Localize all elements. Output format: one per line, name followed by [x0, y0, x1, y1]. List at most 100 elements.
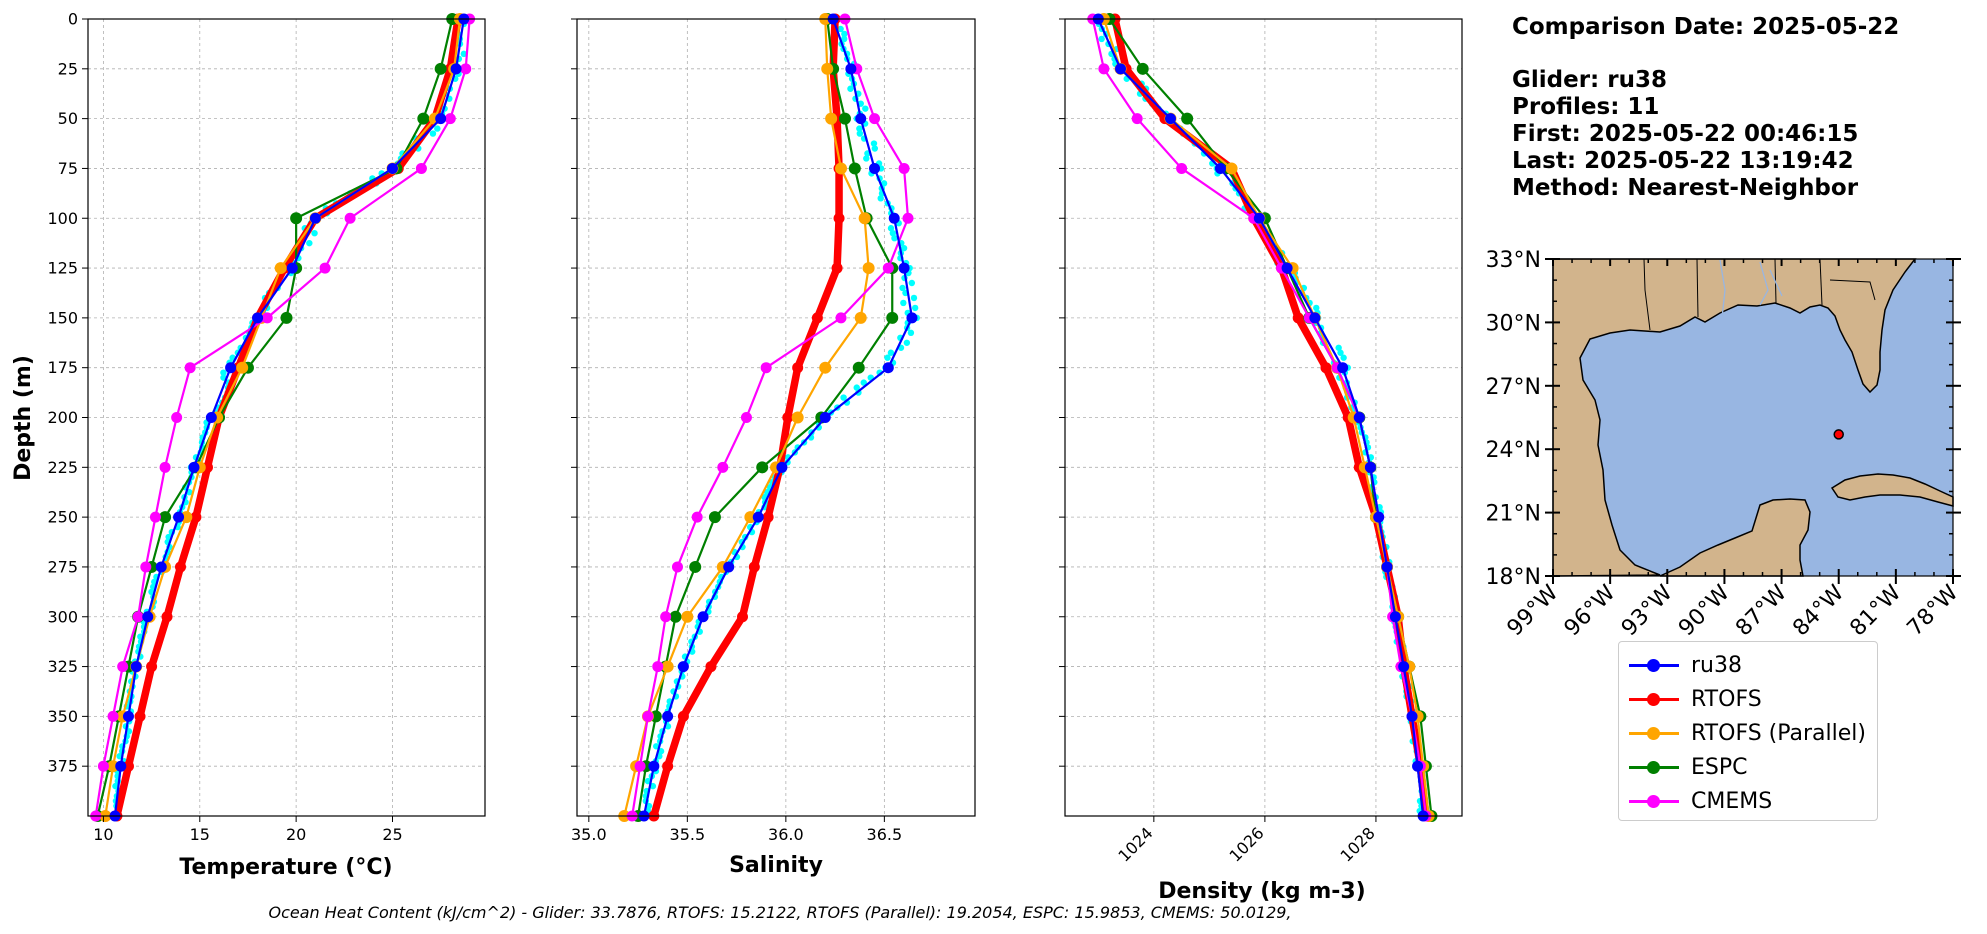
density-glider-point-4 — [1098, 35, 1105, 43]
map-lat-label-2: 27°N — [1486, 375, 1541, 400]
temperature-x-tick-label-1: 15 — [190, 825, 210, 844]
temperature-point-cmems-7 — [184, 362, 196, 374]
density-point-ru38-3 — [1214, 162, 1226, 174]
temperature-label-text: Temperature (°C) — [179, 855, 392, 880]
salinity-panel: 35.0 35.5 36.0 36.5 Salinity — [571, 13, 976, 878]
depth-axis-label: Depth (m) — [11, 355, 36, 481]
last-profile-time: Last: 2025-05-22 13:19:42 — [1512, 148, 1854, 174]
map-lat-label-0: 33°N — [1486, 248, 1541, 273]
map-rivers — [1719, 259, 1783, 319]
temperature-point-espc-10 — [159, 511, 172, 524]
salinity-point-cmems-6 — [835, 312, 847, 324]
legend-swatch-rtofs-parallel — [1629, 716, 1679, 750]
density-point-rtofs-parallel-3 — [1225, 162, 1238, 175]
salinity-point-cmems-8 — [740, 412, 752, 423]
temperature-point-ru38-2 — [435, 113, 447, 125]
temperature-point-cmems-9 — [159, 461, 171, 473]
temperature-x-ticks: 10 15 20 25 — [93, 816, 403, 844]
temperature-point-rtofs-15 — [122, 760, 134, 772]
salinity-glider-point-46 — [900, 244, 908, 252]
salinity-point-ru38-4 — [888, 212, 900, 224]
density-glider-point-67 — [1337, 349, 1344, 356]
map-lon-label-1: 96°W — [1560, 580, 1621, 641]
density-point-ru38-4 — [1253, 212, 1265, 224]
density-point-ru38-2 — [1164, 113, 1176, 125]
salinity-point-ru38-13 — [677, 661, 689, 673]
temperature-point-rtofs-13 — [146, 661, 158, 673]
salinity-point-ru38-9 — [776, 461, 788, 473]
legend-swatch-rtofs — [1629, 682, 1679, 716]
temperature-point-ru38-1 — [450, 63, 462, 75]
salinity-glider-point-43 — [889, 229, 897, 237]
comparison-date: Comparison Date: 2025-05-22 — [1512, 14, 1900, 40]
salinity-point-ru38-8 — [819, 412, 831, 423]
salinity-point-rtofs-11 — [748, 561, 760, 573]
salinity-point-cmems-13 — [652, 661, 664, 673]
salinity-point-cmems-4 — [902, 212, 914, 224]
salinity-point-ru38-2 — [855, 113, 867, 125]
legend-swatch-cmems — [1629, 784, 1679, 818]
location-map: 33°N 30°N 27°N 24°N 21°N 18°N 99°W96°W93°W90°… — [1486, 248, 1964, 641]
temperature-point-ru38-5 — [286, 262, 298, 274]
temperature-x-tick-label-0: 10 — [93, 825, 113, 844]
density-point-ru38-14 — [1406, 710, 1418, 722]
map-longitude-labels: 99°W96°W93°W90°W87°W84°W81°W78°W — [1503, 580, 1964, 641]
salinity-glider-point-4 — [840, 35, 848, 43]
salinity-point-espc-7 — [852, 361, 865, 374]
salinity-glider-point-65 — [903, 339, 911, 346]
salinity-point-cmems-12 — [660, 611, 672, 623]
density-point-ru38-7 — [1337, 362, 1349, 374]
temperature-x-tick-label-2: 20 — [286, 825, 306, 844]
depth-tick-label-13: 325 — [47, 657, 78, 676]
salinity-point-ru38-11 — [723, 561, 735, 573]
density-glider-point-66 — [1335, 344, 1342, 351]
glider-position-marker — [1833, 429, 1844, 440]
temperature-glider-point-45 — [306, 239, 313, 247]
map-lon-label-4: 87°W — [1731, 580, 1792, 641]
salinity-glider-point-74 — [853, 384, 860, 391]
salinity-point-espc-9 — [756, 461, 769, 474]
salinity-point-ru38-14 — [662, 710, 674, 722]
map-lat-label-3: 24°N — [1486, 438, 1541, 463]
density-axis-label: Density (kg m-3) — [1158, 879, 1366, 904]
salinity-glider-point-63 — [907, 329, 915, 337]
first-profile-time: First: 2025-05-22 00:46:15 — [1512, 121, 1859, 147]
salinity-glider-point-23 — [856, 130, 864, 137]
density-panel: 1024 1026 1028 Density (kg m-3) — [1059, 13, 1463, 904]
temperature-glider-point-154 — [112, 782, 119, 790]
temperature-point-rtofs-parallel-15 — [107, 760, 120, 773]
salinity-x-tick-label-3: 36.5 — [867, 825, 903, 844]
map-lon-label-2: 93°W — [1617, 580, 1678, 641]
salinity-glider-point-76 — [840, 394, 847, 401]
salinity-glider-point-68 — [884, 354, 891, 361]
temperature-point-cmems-3 — [415, 162, 427, 174]
temperature-point-cmems-15 — [97, 760, 109, 772]
salinity-point-cmems-5 — [882, 262, 894, 274]
salinity-glider-point-53 — [908, 279, 916, 287]
legend-item-espc: ESPC — [1629, 750, 1748, 784]
salinity-point-rtofs-parallel-3 — [835, 162, 848, 175]
temperature-glider-point-22 — [434, 125, 441, 132]
density-point-ru38-10 — [1373, 511, 1385, 523]
density-point-ru38-6 — [1309, 312, 1321, 324]
salinity-point-ru38-6 — [906, 312, 918, 324]
temperature-point-rtofs-14 — [134, 710, 146, 722]
temperature-glider-point-71 — [220, 369, 227, 376]
salinity-point-rtofs-parallel-12 — [681, 610, 694, 623]
map-lat-label-1: 30°N — [1486, 311, 1541, 336]
density-point-ru38-8 — [1353, 412, 1365, 423]
temperature-point-ru38-7 — [225, 362, 237, 374]
salinity-x-tick-label-0: 35.0 — [571, 825, 607, 844]
salinity-x-tick-label-2: 36.0 — [768, 825, 804, 844]
salinity-glider-point-54 — [899, 284, 906, 292]
legend-label-rtofs-parallel: RTOFS (Parallel) — [1691, 720, 1866, 746]
salinity-point-rtofs-5 — [831, 262, 843, 274]
temperature-point-espc-2 — [417, 112, 430, 125]
salinity-point-rtofs-parallel-6 — [854, 311, 867, 324]
salinity-point-ru38-15 — [648, 760, 660, 772]
salinity-glider-point-28 — [863, 155, 870, 162]
salinity-x-tick-label-1: 35.5 — [670, 825, 706, 844]
temperature-point-ru38-3 — [386, 162, 398, 174]
temperature-point-ru38-11 — [155, 561, 167, 573]
